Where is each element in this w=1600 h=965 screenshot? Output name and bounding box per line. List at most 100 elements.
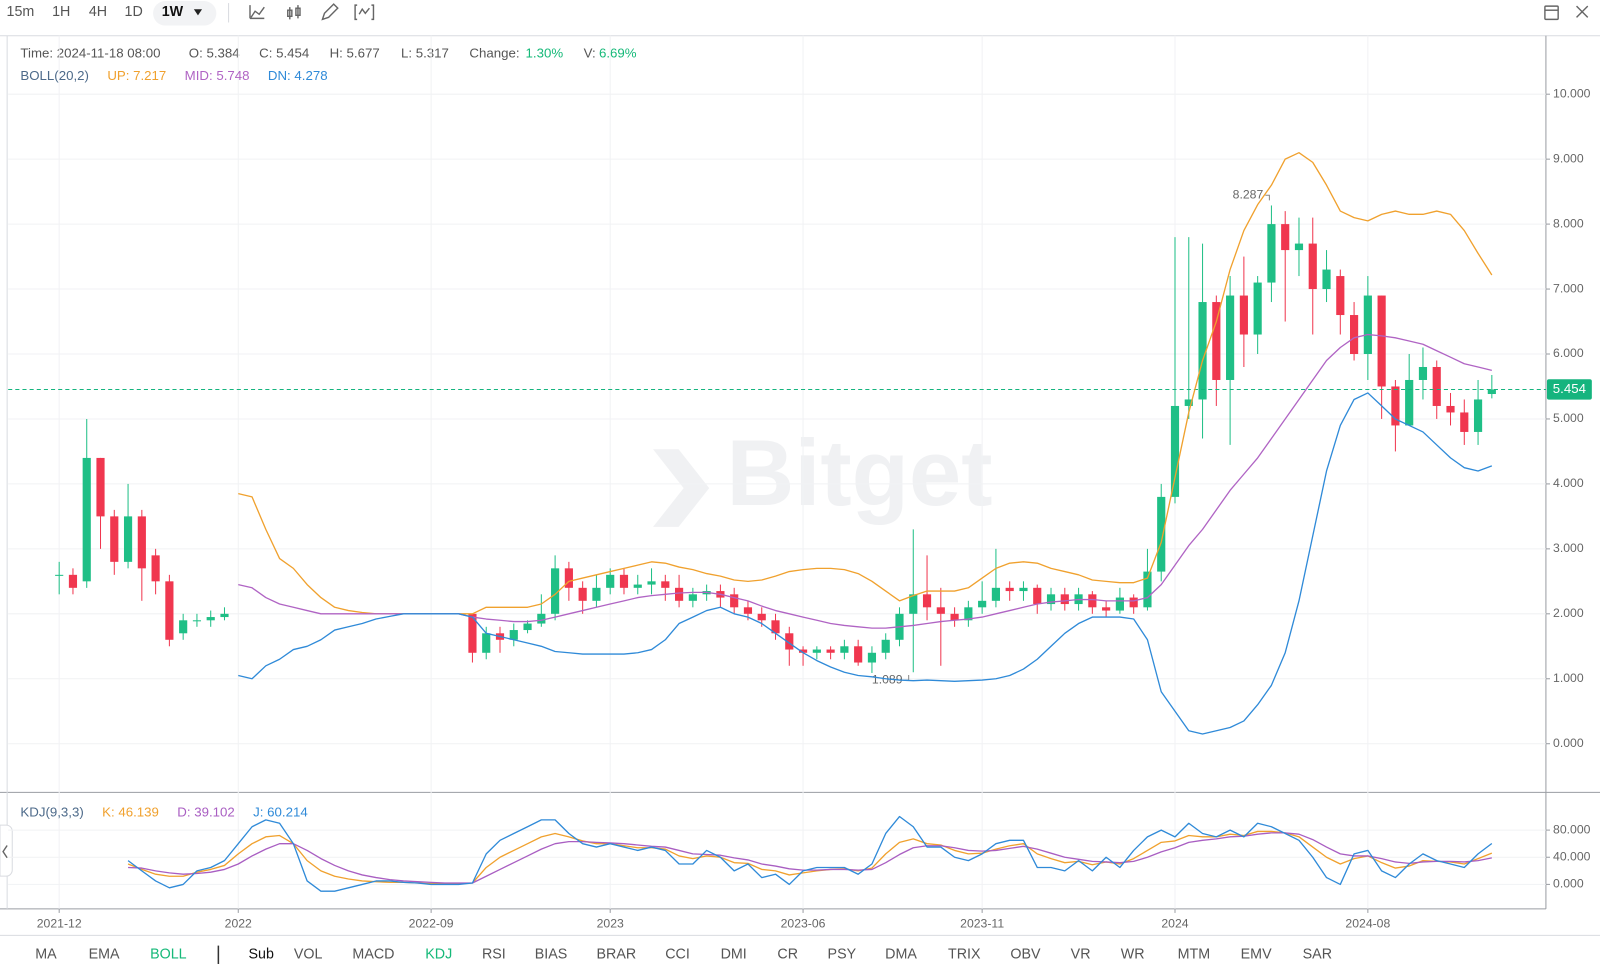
timeframe[interactable]: 1H xyxy=(52,4,70,20)
timeframe[interactable]: 15m xyxy=(7,4,35,20)
y-tick-label: 80.000 xyxy=(1553,822,1591,836)
sub-indicator[interactable]: PSY xyxy=(828,947,857,963)
sub-indicator[interactable]: DMA xyxy=(885,947,917,963)
sub-indicator[interactable]: MTM xyxy=(1178,947,1211,963)
indicator-name: BOLL(20,2) xyxy=(20,68,89,83)
candle-body xyxy=(812,649,821,653)
candle-body xyxy=(1363,295,1372,355)
indicator-icon[interactable] xyxy=(354,4,375,21)
sub-indicator[interactable]: DMI xyxy=(721,947,747,963)
candle-body xyxy=(1019,587,1028,592)
candle-body xyxy=(1350,315,1359,355)
candle-body xyxy=(82,457,91,582)
candle-body xyxy=(1212,302,1221,380)
candle-body xyxy=(1239,295,1248,335)
info-change-label: Change: xyxy=(469,46,519,61)
candle-body xyxy=(1088,594,1097,608)
candle-body xyxy=(1418,366,1428,380)
timeframe[interactable]: 4H xyxy=(89,4,107,20)
candle-body xyxy=(798,649,808,653)
candle-body xyxy=(468,613,477,653)
sub-indicator[interactable]: VOL xyxy=(294,947,323,963)
main-indicator-active[interactable]: BOLL xyxy=(150,947,187,963)
sub-indicator[interactable]: CCI xyxy=(665,947,690,963)
x-tick-label: 2022 xyxy=(225,916,252,930)
candle-body xyxy=(509,630,518,640)
candle-body xyxy=(1281,224,1290,251)
calendar-icon[interactable] xyxy=(1544,5,1559,21)
y-tick-label: 6.000 xyxy=(1553,346,1584,360)
sub-indicator[interactable]: SAR xyxy=(1303,947,1332,963)
sub-indicator[interactable]: MACD xyxy=(352,947,394,963)
main-indicator[interactable]: EMA xyxy=(89,947,120,963)
dropdown-arrow[interactable] xyxy=(193,9,203,16)
candle-body xyxy=(1253,282,1262,335)
collapse-tab[interactable] xyxy=(0,824,13,877)
sub-indicator[interactable]: KDJ xyxy=(425,947,452,963)
y-tick-label: 8.000 xyxy=(1553,216,1584,230)
watermark: Bitget xyxy=(653,420,992,527)
candle-type-icon[interactable] xyxy=(287,5,301,20)
candle-body xyxy=(1184,399,1193,406)
sub-indicator[interactable]: BIAS xyxy=(535,947,568,963)
candle-body xyxy=(179,620,188,634)
line-type-icon[interactable] xyxy=(249,5,265,20)
main-indicator[interactable]: MA xyxy=(35,947,57,963)
close-icon[interactable] xyxy=(1576,5,1589,18)
x-tick-label: 2022-09 xyxy=(409,916,454,930)
y-tick-label: 10.000 xyxy=(1553,86,1591,100)
candle-body xyxy=(96,457,105,517)
candle-body xyxy=(1115,597,1124,611)
sub-indicator[interactable]: RSI xyxy=(482,947,506,963)
plot-layer xyxy=(8,35,1546,909)
candle-body xyxy=(1308,243,1317,290)
y-tick-label: 7.000 xyxy=(1553,281,1584,295)
indicator-bar: MA EMA BOLL Sub xyxy=(35,945,274,964)
y-tick-label: 0.000 xyxy=(1553,736,1584,750)
candle-body xyxy=(1046,594,1056,605)
candle-body xyxy=(964,607,973,621)
sub-indicator[interactable]: WR xyxy=(1121,947,1145,963)
sub-indicator[interactable]: TRIX xyxy=(948,947,981,963)
y-tick-label: 4.000 xyxy=(1553,476,1584,490)
candle-body xyxy=(840,646,849,653)
indicator-line xyxy=(127,815,1493,892)
candle-body xyxy=(68,574,78,588)
candle-body xyxy=(1129,597,1138,608)
candle-body xyxy=(564,568,573,588)
sub-indicator[interactable]: BRAR xyxy=(596,947,636,963)
watermark-logo xyxy=(653,449,710,527)
x-tick-label: 2023-11 xyxy=(960,916,1004,930)
candle-body xyxy=(220,613,229,618)
info-volume: 6.69% xyxy=(599,46,637,61)
candle-body xyxy=(647,581,656,585)
candle-body xyxy=(1005,587,1014,592)
candle-body xyxy=(578,587,587,601)
timeframe-selected[interactable]: 1W xyxy=(162,4,184,20)
sub-indicator[interactable]: EMV xyxy=(1241,947,1272,963)
candle-body xyxy=(757,613,766,621)
candle-body xyxy=(909,594,918,614)
legend-entry: K: 46.139 xyxy=(102,804,159,819)
x-tick-label: 2024 xyxy=(1161,916,1188,930)
candle-body xyxy=(1060,594,1069,605)
candle-body xyxy=(1267,224,1276,283)
legend-entry: D: 39.102 xyxy=(177,804,235,819)
candle-body xyxy=(1157,496,1166,572)
candle-body xyxy=(1294,243,1304,251)
sub-indicator[interactable]: OBV xyxy=(1010,947,1041,963)
sub-indicator[interactable]: CR xyxy=(777,947,798,963)
indicator-line xyxy=(128,832,1492,884)
y-tick-label: 5.000 xyxy=(1553,411,1584,425)
timeframe[interactable]: 1D xyxy=(125,4,143,20)
info-high: H: 5.677 xyxy=(330,46,380,61)
draw-icon[interactable] xyxy=(321,3,339,21)
candle-body xyxy=(991,587,1000,601)
sub-label: Sub xyxy=(249,947,274,963)
candle-body xyxy=(936,607,945,614)
sub-indicator[interactable]: VR xyxy=(1071,947,1091,963)
candle-body xyxy=(192,620,202,622)
